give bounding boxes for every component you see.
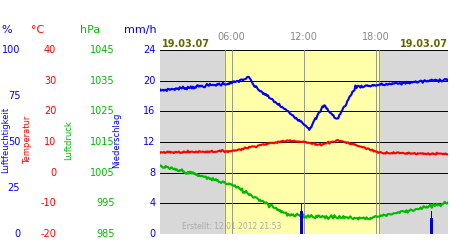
Text: -10: -10 (40, 198, 56, 208)
Text: 75: 75 (8, 91, 20, 101)
Text: 25: 25 (8, 183, 20, 193)
Text: Luftdruck: Luftdruck (64, 120, 73, 160)
Bar (430, 218, 431, 234)
Text: Erstellt: 12.01.2012 21:53: Erstellt: 12.01.2012 21:53 (182, 222, 282, 231)
Text: hPa: hPa (80, 25, 100, 35)
Bar (300, 211, 301, 234)
Text: 19.03.07: 19.03.07 (400, 39, 448, 49)
Text: -20: -20 (40, 229, 56, 239)
Text: 100: 100 (2, 45, 20, 55)
Text: Luftfeuchtigkeit: Luftfeuchtigkeit (1, 107, 10, 173)
Text: 4: 4 (149, 198, 155, 208)
Text: 18:00: 18:00 (362, 32, 390, 42)
Text: 40: 40 (44, 45, 56, 55)
Text: 985: 985 (96, 229, 115, 239)
Bar (225, 50, 379, 234)
Text: 12: 12 (143, 137, 155, 147)
Text: 24: 24 (143, 45, 155, 55)
Bar (431, 211, 432, 234)
Bar (301, 203, 302, 234)
Bar (432, 218, 433, 234)
Text: 1015: 1015 (90, 137, 115, 147)
Text: mm/h: mm/h (124, 25, 157, 35)
Text: 10: 10 (44, 137, 56, 147)
Text: 8: 8 (149, 168, 155, 177)
Text: 12:00: 12:00 (290, 32, 318, 42)
Text: 0: 0 (149, 229, 155, 239)
Text: 20: 20 (44, 106, 56, 116)
Text: Niederschlag: Niederschlag (112, 112, 122, 168)
Text: %: % (1, 25, 12, 35)
Text: °C: °C (31, 25, 44, 35)
Text: 1045: 1045 (90, 45, 115, 55)
Text: 1005: 1005 (90, 168, 115, 177)
Text: Temperatur: Temperatur (23, 116, 32, 164)
Text: 20: 20 (143, 76, 155, 86)
Bar (302, 211, 303, 234)
Text: 50: 50 (8, 137, 20, 147)
Text: 1035: 1035 (90, 76, 115, 86)
Text: 06:00: 06:00 (218, 32, 246, 42)
Text: 19.03.07: 19.03.07 (162, 39, 210, 49)
Text: 1025: 1025 (90, 106, 115, 116)
Text: 30: 30 (44, 76, 56, 86)
Text: 16: 16 (143, 106, 155, 116)
Text: 0: 0 (50, 168, 56, 177)
Text: 995: 995 (96, 198, 115, 208)
Text: 0: 0 (14, 229, 20, 239)
